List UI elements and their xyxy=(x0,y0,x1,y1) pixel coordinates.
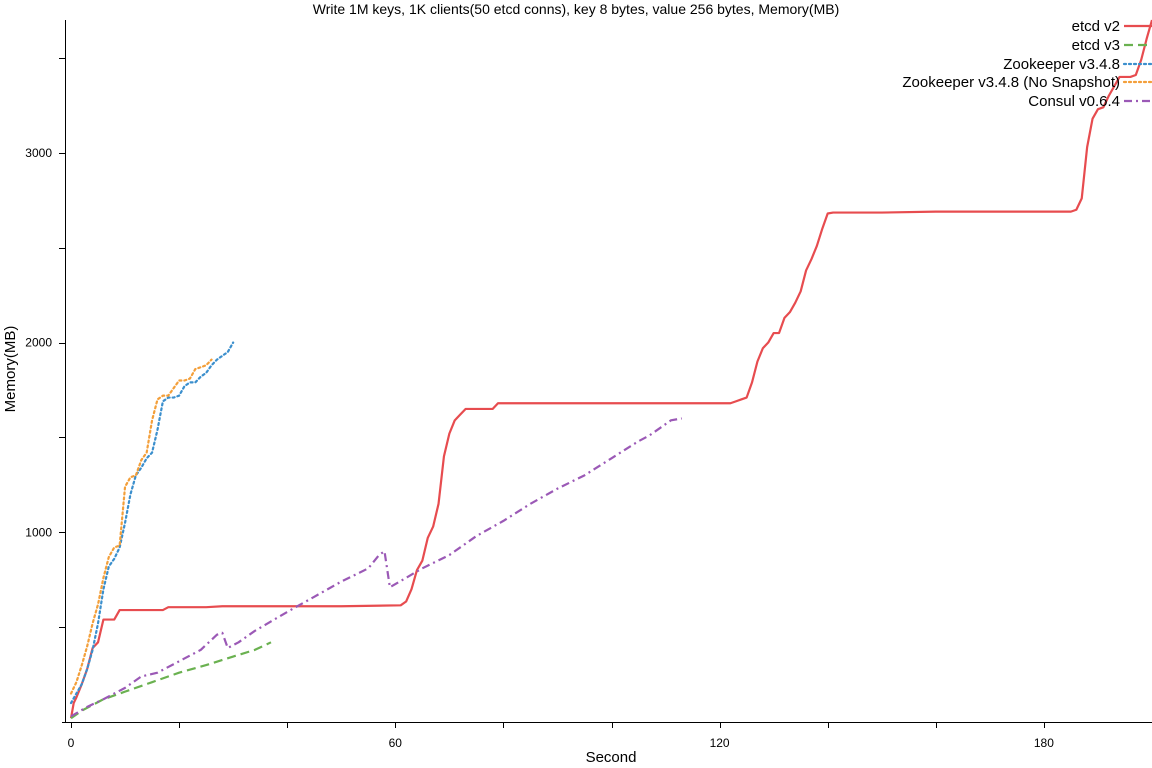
x-tick-label: 0 xyxy=(68,736,75,750)
y-tick-label: 1000 xyxy=(25,525,52,539)
legend: etcd v2 etcd v3 Zookeeper v3.4.8Zookeeper … xyxy=(902,18,1152,110)
x-tick-label: 120 xyxy=(710,736,730,750)
series-line-2 xyxy=(69,341,235,705)
series-line-4 xyxy=(70,417,682,718)
y-tick-label: 2000 xyxy=(25,336,52,350)
series-line-3 xyxy=(69,358,213,695)
chart-title: Write 1M keys, 1K clients(50 etcd conns)… xyxy=(313,1,840,17)
x-tick-label: 60 xyxy=(389,736,403,750)
series-line-0 xyxy=(69,19,1152,719)
legend-label: Consul v0.6.4 xyxy=(1028,93,1120,110)
y-axis-label: Memory(MB) xyxy=(2,326,19,413)
legend-label: Zookeeper v3.4.8 (No Snapshot) xyxy=(902,74,1120,91)
legend-label: Zookeeper v3.4.8 xyxy=(1003,56,1120,73)
series-lines xyxy=(69,19,1152,720)
y-tick-label: 3000 xyxy=(25,146,52,160)
x-tick-label: 180 xyxy=(1034,736,1054,750)
legend-label: etcd v2 xyxy=(1072,18,1120,35)
x-axis-label: Second xyxy=(586,749,637,766)
axes: 0 60 120 180 1000 2000 3000 xyxy=(25,20,1152,750)
legend-label: etcd v3 xyxy=(1072,37,1120,54)
series-line-1 xyxy=(70,641,272,720)
